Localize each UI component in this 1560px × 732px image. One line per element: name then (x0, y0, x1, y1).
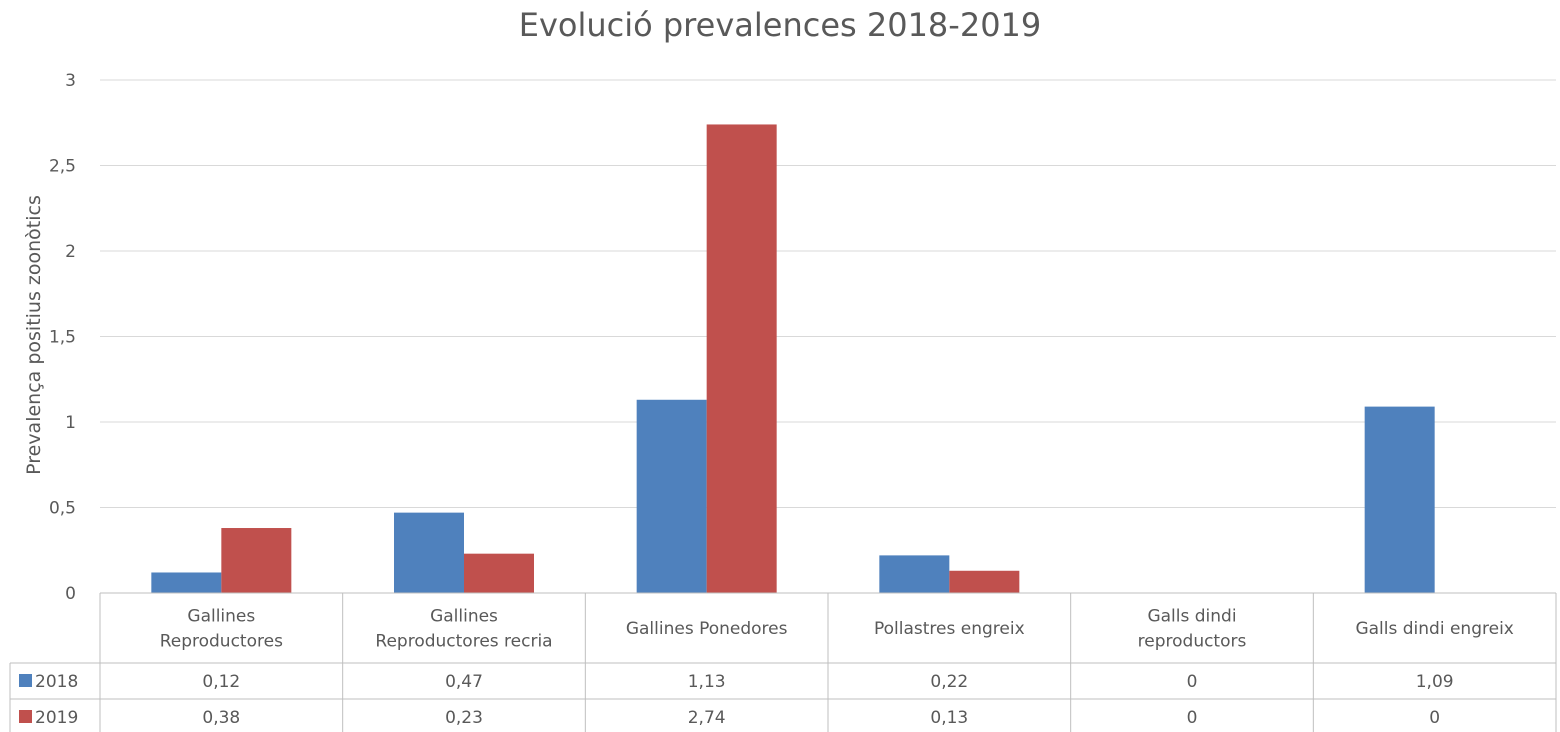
chart-title: Evolució prevalences 2018-2019 (518, 6, 1042, 44)
category-label: Gallines Reproductores recria (375, 607, 552, 652)
bar-2019 (464, 553, 534, 593)
bar-2018 (879, 555, 950, 593)
y-tick-label: 3 (65, 71, 76, 91)
legend-key-2018 (19, 674, 32, 687)
data-label: 2,74 (688, 708, 726, 728)
category-label: Galls dindi reproductors (1138, 607, 1247, 652)
legend-label: 2019 (35, 708, 78, 728)
category-label: Gallines Ponedores (626, 619, 788, 639)
gridlines (100, 79, 1556, 508)
legend-key-2019 (19, 710, 32, 723)
data-label: 0,22 (930, 672, 968, 692)
data-label: 0 (1187, 708, 1198, 728)
y-axis-ticks: 0 0,5 1 1,5 2 2,5 3 (49, 71, 76, 604)
bar-2018 (1364, 406, 1435, 593)
category-label: Gallines Reproductores (160, 607, 283, 652)
data-label: 0,38 (202, 708, 240, 728)
y-tick-label: 2 (65, 242, 76, 262)
legend-label: 2018 (35, 672, 78, 692)
bar-2018 (151, 572, 222, 593)
y-tick-label: 1,5 (49, 328, 76, 348)
bar-2019 (706, 124, 777, 594)
bar-2018 (394, 512, 464, 593)
data-label: 0,12 (202, 672, 240, 692)
y-tick-label: 2,5 (49, 157, 76, 177)
data-label: 0 (1429, 708, 1440, 728)
data-label: 0,47 (445, 672, 483, 692)
y-tick-label: 1 (65, 413, 76, 433)
data-label: 0,23 (445, 708, 483, 728)
category-label: Pollastres engreix (874, 619, 1025, 639)
bar-2018 (636, 399, 707, 593)
data-table: Gallines Reproductores Gallines Reproductor… (9, 592, 1557, 732)
data-label: 1,13 (688, 672, 726, 692)
data-label: 0 (1187, 672, 1198, 692)
y-tick-label: 0,5 (49, 499, 76, 519)
data-label: 1,09 (1416, 672, 1454, 692)
y-tick-label: 0 (65, 584, 76, 604)
bar-2019 (949, 570, 1020, 593)
bars (151, 124, 1435, 594)
bar-2019 (221, 528, 292, 593)
data-label: 0,13 (930, 708, 968, 728)
category-label: Galls dindi engreix (1355, 619, 1513, 639)
